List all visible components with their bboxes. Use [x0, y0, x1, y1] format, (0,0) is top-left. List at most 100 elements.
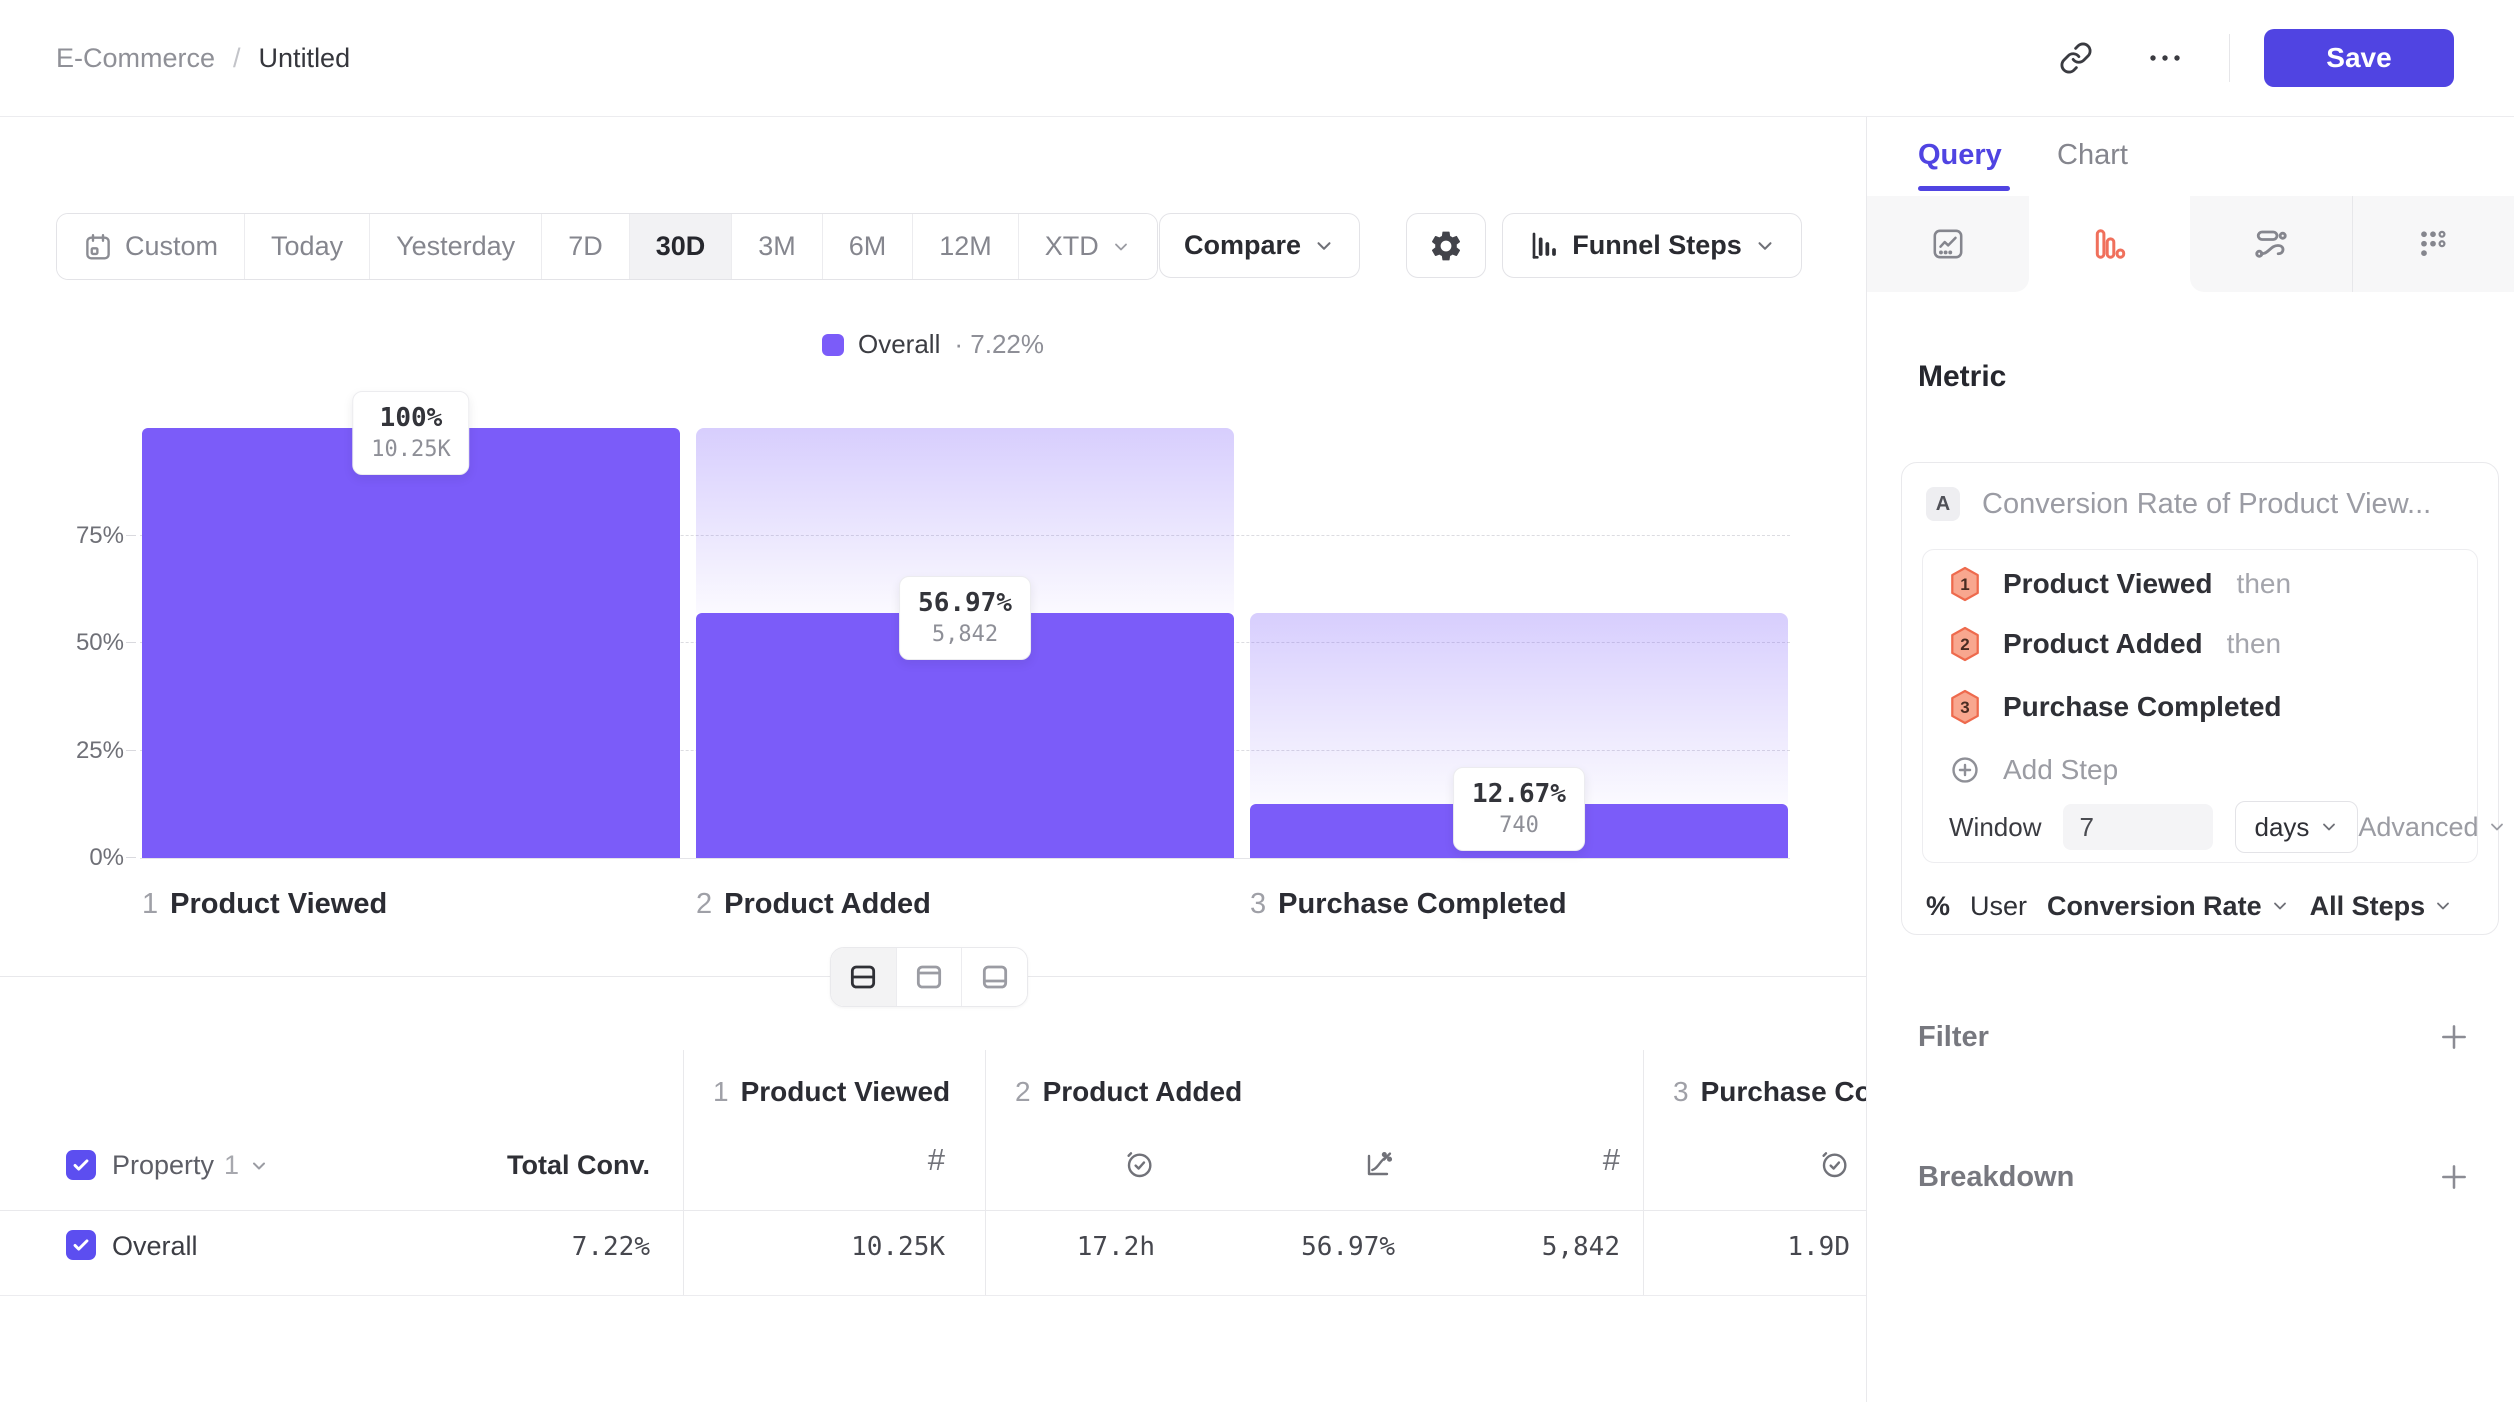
funnel-bar-step-3[interactable]: 12.67% 740	[1250, 428, 1788, 858]
range-6m[interactable]: 6M	[822, 214, 914, 279]
gear-icon	[1428, 228, 1464, 264]
step-label-1: 1 Product Viewed	[142, 888, 388, 920]
report-pane: Custom Today Yesterday 7D 30D 3M 6M 12M XTD Comp…	[0, 117, 1866, 1402]
chart-toolbar: Custom Today Yesterday 7D 30D 3M 6M 12M XTD Comp…	[0, 213, 1866, 280]
chevron-down-icon	[2323, 823, 2336, 831]
breadcrumb-current[interactable]: Untitled	[258, 42, 351, 73]
step-row-1[interactable]: 1 Product Viewed then	[1949, 562, 2457, 606]
tab-query[interactable]: Query	[1918, 139, 2002, 171]
funnel-bar-step-1[interactable]: 100% 10.25K	[142, 391, 680, 858]
chart-legend[interactable]: Overall · 7.22%	[0, 329, 1866, 360]
column-step-2[interactable]: 2 Product Added	[1015, 1076, 1243, 1107]
cell-step2-rate: 56.97%	[1301, 1232, 1395, 1262]
percent-icon: %	[1926, 890, 1951, 921]
step-badge-icon: 1	[1949, 566, 1981, 602]
date-range-group: Custom Today Yesterday 7D 30D 3M 6M 12M XTD	[56, 213, 1158, 280]
step-row-2[interactable]: 2 Product Added then	[1949, 622, 2457, 666]
range-3m[interactable]: 3M	[732, 214, 823, 279]
compare-label: Compare	[1183, 230, 1302, 260]
conversion-window-row: Window days Advanced	[1949, 801, 2503, 853]
x-axis-labels: 1 Product Viewed 2 Product Added 3 Purchase…	[140, 888, 1790, 928]
layout-chart-only-button[interactable]	[895, 948, 962, 1006]
layout-table-only-button[interactable]	[961, 948, 1027, 1006]
funnel-bar-step-2[interactable]: 56.97% 5,842	[696, 428, 1234, 858]
ellipsis-icon	[2143, 41, 2187, 75]
more-menu-button[interactable]	[2135, 33, 2195, 83]
cell-step2-time: 17.2h	[1076, 1232, 1155, 1262]
retention-icon	[2415, 226, 2451, 262]
save-button[interactable]: Save	[2264, 29, 2454, 87]
column-step-3[interactable]: 3 Purchase Completed	[1673, 1076, 1866, 1107]
property-selector[interactable]: Property 1	[112, 1150, 269, 1181]
advanced-toggle[interactable]: Advanced	[2358, 812, 2506, 843]
y-tick-75: 75%	[75, 521, 124, 549]
select-all-checkbox[interactable]	[66, 1150, 96, 1180]
calendar-icon	[83, 232, 113, 262]
split-view-icon	[847, 961, 879, 993]
entity-label[interactable]: User	[1970, 890, 2028, 921]
filter-heading: Filter	[1918, 1020, 1989, 1053]
range-custom[interactable]: Custom	[57, 214, 246, 279]
measurement-row: % User Conversion Rate All Steps	[1926, 883, 2482, 929]
clock-check-icon[interactable]	[1818, 1148, 1850, 1180]
plus-icon	[2442, 1165, 2466, 1189]
tab-chart[interactable]: Chart	[2057, 139, 2128, 171]
row-checkbox[interactable]	[66, 1230, 96, 1260]
share-link-button[interactable]	[2051, 33, 2101, 83]
step-row-3[interactable]: 3 Purchase Completed	[1949, 685, 2457, 729]
add-filter-button[interactable]	[2434, 1017, 2474, 1057]
range-30d[interactable]: 30D	[629, 214, 733, 279]
column-step-1[interactable]: 1 Product Viewed	[713, 1076, 951, 1107]
range-yesterday[interactable]: Yesterday	[370, 214, 543, 279]
bar-fill	[142, 428, 680, 858]
chevron-down-icon	[1114, 243, 1127, 250]
bar-value-card: 100% 10.25K	[352, 391, 470, 475]
query-sidebar: Query Chart	[1866, 117, 2514, 1402]
range-xtd[interactable]: XTD	[1018, 214, 1157, 279]
bar-value-card: 56.97% 5,842	[899, 576, 1031, 661]
breadcrumb: E-Commerce / Untitled	[56, 0, 350, 116]
report-type-strip	[1867, 196, 2514, 292]
plus-icon	[2442, 1025, 2466, 1049]
hash-icon[interactable]: #	[927, 1142, 945, 1177]
steps-scope-select[interactable]: All Steps	[2310, 891, 2454, 922]
report-type-retention[interactable]	[2352, 196, 2514, 292]
metric-card: A Conversion Rate of Product View... 1 P…	[1901, 462, 2503, 935]
range-today[interactable]: Today	[245, 214, 371, 279]
series-badge: A	[1926, 487, 1960, 521]
compare-button[interactable]: Compare	[1159, 213, 1360, 278]
chart-settings-button[interactable]	[1406, 213, 1486, 278]
cell-step1-count: 10.25K	[851, 1232, 945, 1262]
layout-toggle	[830, 947, 1028, 1007]
legend-swatch	[822, 333, 844, 356]
bar-value-card: 12.67% 740	[1453, 766, 1585, 851]
results-table: 1 Product Viewed 2 Product Added 3 Purch…	[0, 1050, 1866, 1296]
report-type-insights[interactable]	[1867, 196, 2029, 292]
x-axis-line	[140, 858, 1790, 859]
window-unit-select[interactable]: days	[2235, 801, 2359, 853]
clock-check-icon[interactable]	[1123, 1148, 1155, 1180]
add-breakdown-button[interactable]	[2434, 1157, 2474, 1197]
metric-type-select[interactable]: Conversion Rate	[2047, 891, 2290, 922]
funnel-icon	[2091, 226, 2127, 262]
chevron-down-icon	[2273, 902, 2286, 910]
series-title: Conversion Rate of Product View...	[1982, 487, 2432, 520]
total-conv-header[interactable]: Total Conv.	[507, 1150, 650, 1180]
chart-type-selector[interactable]: Funnel Steps	[1502, 213, 1802, 278]
report-type-funnels[interactable]	[2028, 196, 2190, 292]
step-label-2: 2 Product Added	[696, 888, 931, 920]
layout-split-button[interactable]	[831, 948, 896, 1006]
range-7d[interactable]: 7D	[542, 214, 630, 279]
window-value-input[interactable]	[2063, 804, 2214, 850]
series-row[interactable]: A Conversion Rate of Product View...	[1926, 487, 2431, 521]
range-12m[interactable]: 12M	[913, 214, 1019, 279]
chart-rate-icon[interactable]	[1363, 1148, 1395, 1180]
breadcrumb-parent[interactable]: E-Commerce	[56, 42, 216, 73]
add-step-button[interactable]: Add Step	[1949, 748, 2457, 792]
hash-icon[interactable]: #	[1602, 1142, 1620, 1177]
report-type-flows[interactable]	[2190, 196, 2353, 292]
y-tick-50: 50%	[75, 629, 124, 656]
table-only-icon	[979, 961, 1011, 993]
filter-section: Filter	[1918, 1015, 2474, 1059]
row-label[interactable]: Overall	[112, 1231, 198, 1261]
